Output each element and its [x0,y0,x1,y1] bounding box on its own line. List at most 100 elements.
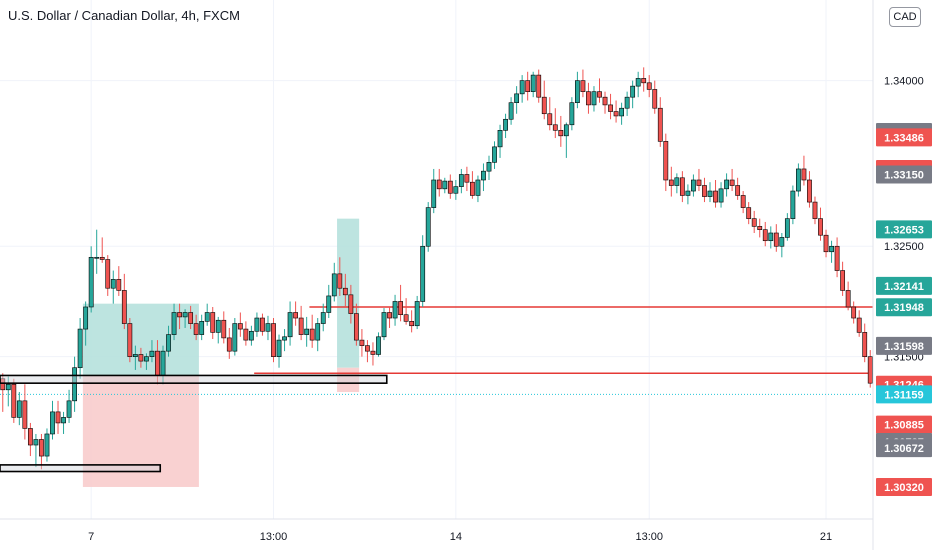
candle-body [326,295,332,313]
candle-body [707,190,713,197]
candle [574,71,580,109]
candle-body [486,162,492,172]
candle-body [55,411,61,424]
candle-body [94,256,100,259]
price-badge-bg [876,276,932,295]
candle-body [431,179,437,208]
candle [55,400,61,434]
candle [851,301,857,324]
x-tick-label: 21 [820,531,832,543]
candle [365,340,370,363]
candle [287,301,293,346]
candle [414,295,420,330]
candle-body [552,124,558,131]
candle-body [237,323,243,330]
price-badge: 1.33486 [876,128,932,147]
candle-body [132,354,138,357]
candle [331,262,337,302]
candle [127,318,133,363]
candle [249,325,254,346]
candle-body [110,279,116,289]
candle [602,91,608,114]
price-badge-bg [876,165,932,184]
candle [420,235,426,307]
zone-1-top [0,374,388,384]
candle [679,171,685,203]
candle [226,327,232,359]
candle [757,218,763,238]
candle [0,373,6,412]
candle [304,316,310,347]
candle [486,155,492,180]
candle-body [652,89,658,109]
candle-body [304,328,310,335]
candle [177,303,182,330]
price-badge-label: 1.30320 [884,482,924,494]
candle-body [287,312,293,338]
candle-body [376,336,381,355]
candle-body [812,201,818,219]
candle-body [409,321,415,327]
currency-button[interactable]: CAD [889,7,921,27]
candle [94,229,100,274]
candle-body [66,400,72,418]
candle [11,378,17,423]
candle-body [221,319,227,339]
candle [132,345,138,370]
candle-body [160,350,166,376]
x-tick-label: 13:00 [260,531,288,543]
candle-body [541,96,547,115]
candle-body [282,336,287,341]
zone-1-bottom [0,464,162,473]
candle-body [392,301,398,319]
candle [320,303,326,332]
candle-body [481,170,486,181]
candle [353,303,359,346]
candle-body [315,323,321,341]
candle-body [624,96,630,109]
price-badge: 1.32141 [876,276,932,295]
price-badge-label: 1.31948 [884,302,924,314]
candle [376,332,381,357]
candle-body [249,330,254,341]
candle [657,97,663,147]
candle-body [276,339,282,357]
candle-body [475,179,481,196]
price-badge-bg [876,298,932,317]
candle-body [829,245,834,253]
price-badge-label: 1.33486 [884,132,924,144]
candle [409,310,415,333]
candle-body [530,74,536,92]
candle [784,213,790,241]
candle [751,210,757,233]
candle-body [784,218,790,238]
candle-body [182,312,188,318]
candle [337,257,343,296]
candle-body [116,279,122,291]
candle-body [834,245,840,271]
candle [464,166,470,192]
candle-body [298,317,304,335]
candle-body [381,312,387,338]
candle [597,78,602,103]
candle-body [442,180,448,190]
candle [569,97,575,131]
candle [713,179,718,208]
candle [237,312,243,337]
price-badge-bg [876,128,932,147]
candle [453,179,459,200]
candle-body [768,232,774,242]
candle-body [72,367,77,402]
candle-body [470,181,475,196]
candle-body [33,439,39,446]
candle-body [27,428,33,446]
candle [260,313,265,336]
price-badge-label: 1.30672 [884,443,924,455]
candle-body [155,350,160,376]
candle [83,301,89,346]
candle-body [215,319,221,333]
price-badge: 1.32653 [876,220,932,239]
candle-body [646,82,652,90]
